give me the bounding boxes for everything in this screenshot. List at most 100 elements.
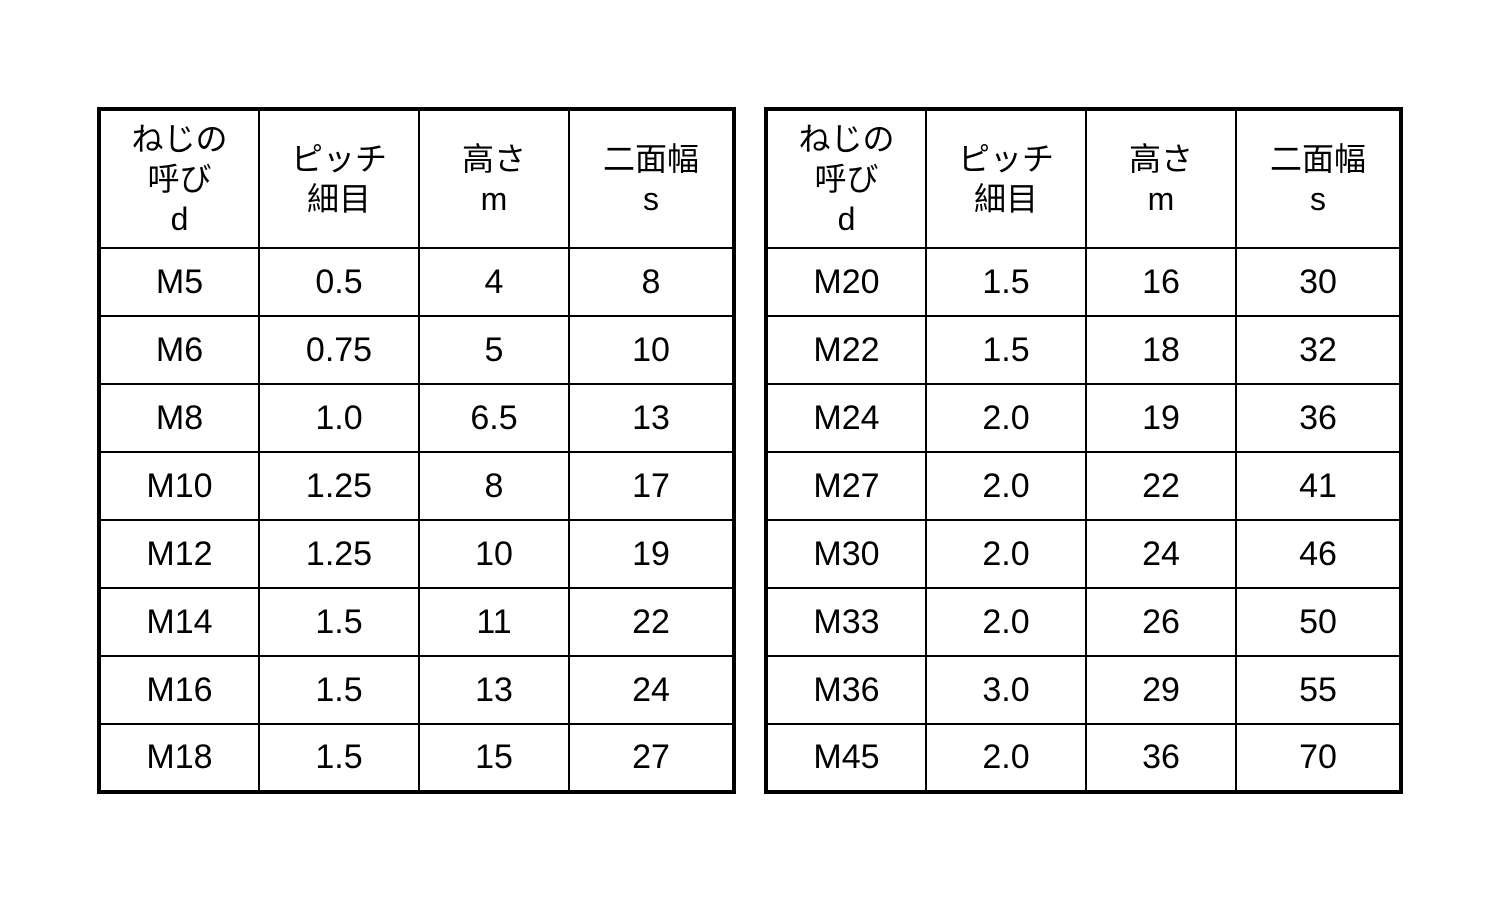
cell-p: 1.0 [259,384,419,452]
cell-d: M14 [99,588,259,656]
cell-m: 36 [1086,724,1236,792]
table-row: M221.51832 [766,316,1401,384]
cell-d: M20 [766,248,926,316]
cell-d: M8 [99,384,259,452]
cell-m: 24 [1086,520,1236,588]
cell-d: M5 [99,248,259,316]
cell-m: 8 [419,452,569,520]
hdr-text: 二面幅 [1247,139,1389,179]
col-header-height: 高さ m [419,109,569,248]
cell-m: 15 [419,724,569,792]
cell-s: 30 [1236,248,1401,316]
cell-m: 29 [1086,656,1236,724]
hdr-text: ねじの [111,119,248,159]
cell-d: M18 [99,724,259,792]
cell-d: M22 [766,316,926,384]
hdr-text: ピッチ [937,139,1075,179]
cell-s: 13 [569,384,734,452]
table-row: M452.03670 [766,724,1401,792]
cell-m: 18 [1086,316,1236,384]
cell-m: 10 [419,520,569,588]
cell-d: M6 [99,316,259,384]
cell-p: 1.5 [259,588,419,656]
cell-s: 32 [1236,316,1401,384]
col-header-pitch: ピッチ 細目 [259,109,419,248]
col-header-width: 二面幅 s [1236,109,1401,248]
table-row: M101.25817 [99,452,734,520]
hdr-text: ピッチ [270,139,408,179]
cell-m: 6.5 [419,384,569,452]
cell-s: 19 [569,520,734,588]
cell-p: 0.75 [259,316,419,384]
cell-s: 27 [569,724,734,792]
table-row: M60.75510 [99,316,734,384]
cell-d: M45 [766,724,926,792]
table-row: M181.51527 [99,724,734,792]
cell-p: 1.5 [259,656,419,724]
cell-s: 55 [1236,656,1401,724]
table-row: M201.51630 [766,248,1401,316]
cell-p: 1.5 [926,316,1086,384]
cell-s: 22 [569,588,734,656]
cell-m: 22 [1086,452,1236,520]
table-header-row: ねじの 呼び d ピッチ 細目 高さ m 二面幅 s [766,109,1401,248]
hdr-text: 細目 [270,179,408,219]
cell-d: M12 [99,520,259,588]
spec-table-right: ねじの 呼び d ピッチ 細目 高さ m 二面幅 s M201.51 [764,107,1403,794]
cell-s: 70 [1236,724,1401,792]
cell-p: 2.0 [926,724,1086,792]
table-row: M242.01936 [766,384,1401,452]
hdr-text: 高さ [430,139,558,179]
cell-s: 24 [569,656,734,724]
cell-s: 50 [1236,588,1401,656]
hdr-text: s [580,179,722,219]
col-header-width: 二面幅 s [569,109,734,248]
cell-s: 17 [569,452,734,520]
hdr-text: s [1247,179,1389,219]
table-header-row: ねじの 呼び d ピッチ 細目 高さ m 二面幅 s [99,109,734,248]
col-header-pitch: ピッチ 細目 [926,109,1086,248]
cell-d: M27 [766,452,926,520]
tables-container: ねじの 呼び d ピッチ 細目 高さ m 二面幅 s M50.548 [97,107,1403,794]
cell-d: M16 [99,656,259,724]
cell-p: 2.0 [926,588,1086,656]
cell-d: M10 [99,452,259,520]
cell-p: 3.0 [926,656,1086,724]
cell-s: 36 [1236,384,1401,452]
cell-p: 1.5 [259,724,419,792]
cell-m: 13 [419,656,569,724]
col-header-thread: ねじの 呼び d [99,109,259,248]
table-row: M363.02955 [766,656,1401,724]
cell-d: M36 [766,656,926,724]
hdr-text: 高さ [1097,139,1225,179]
cell-d: M30 [766,520,926,588]
cell-m: 4 [419,248,569,316]
cell-p: 2.0 [926,452,1086,520]
table-row: M332.02650 [766,588,1401,656]
cell-s: 46 [1236,520,1401,588]
table-row: M50.548 [99,248,734,316]
table-row: M121.251019 [99,520,734,588]
spec-table-left: ねじの 呼び d ピッチ 細目 高さ m 二面幅 s M50.548 [97,107,736,794]
cell-p: 1.25 [259,520,419,588]
cell-m: 16 [1086,248,1236,316]
cell-p: 0.5 [259,248,419,316]
col-header-height: 高さ m [1086,109,1236,248]
table-row: M141.51122 [99,588,734,656]
cell-d: M24 [766,384,926,452]
hdr-text: ねじの [778,119,915,159]
cell-p: 1.25 [259,452,419,520]
cell-m: 26 [1086,588,1236,656]
table-row: M272.02241 [766,452,1401,520]
cell-m: 19 [1086,384,1236,452]
hdr-text: m [1097,179,1225,219]
table-row: M161.51324 [99,656,734,724]
hdr-text: 細目 [937,179,1075,219]
cell-s: 8 [569,248,734,316]
cell-p: 2.0 [926,520,1086,588]
cell-m: 5 [419,316,569,384]
cell-d: M33 [766,588,926,656]
cell-p: 2.0 [926,384,1086,452]
hdr-text: 呼び [111,159,248,199]
col-header-thread: ねじの 呼び d [766,109,926,248]
